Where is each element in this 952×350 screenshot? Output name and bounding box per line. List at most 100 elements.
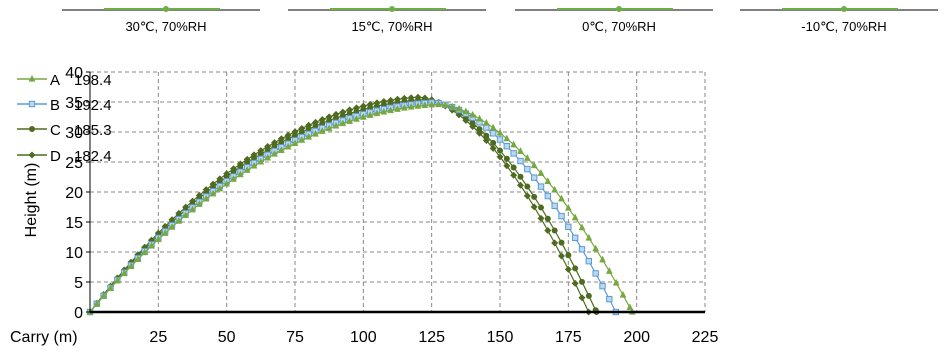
- legend-name-B: B: [50, 97, 60, 114]
- data-point: [551, 202, 558, 210]
- data-point: [359, 112, 367, 120]
- x-tick-label: 75: [286, 329, 304, 346]
- x-tick-label: 150: [487, 329, 514, 346]
- data-point: [373, 109, 381, 117]
- series-line-C: [89, 98, 598, 313]
- data-point: [558, 252, 565, 260]
- data-point: [517, 181, 524, 189]
- data-point: [558, 194, 565, 202]
- data-point: [455, 104, 463, 112]
- data-point: [441, 101, 449, 108]
- data-point: [537, 169, 545, 176]
- data-point: [572, 265, 579, 272]
- data-point: [599, 255, 606, 263]
- x-tick-label: 225: [692, 329, 719, 346]
- data-point: [400, 103, 408, 111]
- data-point: [530, 203, 538, 211]
- data-point: [605, 267, 613, 274]
- legend-marker-A: [28, 74, 36, 82]
- data-point: [202, 194, 210, 202]
- data-point: [325, 124, 333, 132]
- x-tick-label: 50: [218, 329, 236, 346]
- data-point: [339, 112, 346, 119]
- y-tick-label: 35: [65, 95, 83, 112]
- legend-marker-D: [28, 151, 36, 159]
- data-point: [257, 157, 265, 165]
- legend-value-B: 192.4: [74, 97, 112, 114]
- data-point: [592, 244, 600, 252]
- data-point: [236, 170, 244, 178]
- data-point: [483, 132, 490, 139]
- data-point: [503, 143, 511, 150]
- data-point: [312, 129, 319, 137]
- data-point: [223, 179, 231, 187]
- data-point: [107, 284, 114, 291]
- data-point: [503, 155, 510, 162]
- condition-label-2: 0℃, 70%RH: [582, 19, 656, 34]
- data-point: [127, 262, 135, 269]
- data-point: [182, 211, 190, 218]
- data-point: [510, 171, 518, 179]
- legend-value-D: 182.4: [74, 148, 112, 165]
- data-point: [578, 294, 586, 302]
- data-point: [346, 110, 353, 117]
- data-point: [551, 227, 558, 234]
- data-point: [250, 161, 258, 169]
- data-point: [414, 101, 422, 109]
- data-point: [544, 192, 552, 200]
- data-point: [585, 257, 593, 265]
- data-point: [285, 135, 292, 142]
- data-point: [476, 114, 483, 122]
- data-point: [524, 183, 531, 190]
- data-point: [435, 100, 442, 108]
- data-point: [489, 130, 497, 137]
- data-point: [537, 214, 545, 222]
- data-point: [524, 165, 531, 173]
- data-point: [544, 226, 552, 234]
- legend-value-A: 198.4: [74, 72, 112, 89]
- data-point: [353, 108, 360, 115]
- data-point: [195, 200, 203, 207]
- data-point: [523, 192, 531, 200]
- data-point: [448, 102, 456, 110]
- data-point: [333, 115, 339, 122]
- data-point: [517, 157, 524, 165]
- data-point: [544, 177, 552, 185]
- data-point: [483, 124, 490, 131]
- data-point: [353, 114, 360, 122]
- data-point: [175, 216, 183, 224]
- data-point: [482, 118, 490, 126]
- x-tick-label: 125: [418, 329, 445, 346]
- data-point: [332, 121, 340, 129]
- series-group: [86, 93, 636, 316]
- data-point: [510, 164, 517, 171]
- data-point: [565, 252, 572, 259]
- data-point: [489, 123, 497, 131]
- series-A: [86, 100, 636, 315]
- data-point: [271, 149, 278, 157]
- data-point: [579, 278, 585, 285]
- y-tick-label: 30: [65, 125, 83, 142]
- data-point: [578, 246, 586, 253]
- condition-slider-dot: [389, 6, 395, 12]
- data-point: [93, 299, 101, 307]
- condition-label-3: -10℃, 70%RH: [801, 19, 886, 34]
- data-point: [428, 100, 436, 108]
- data-point: [305, 132, 313, 140]
- y-tick-label: 25: [65, 155, 83, 172]
- data-point: [298, 129, 305, 136]
- condition-slider-dot: [841, 6, 847, 12]
- condition-slider-dot: [163, 6, 169, 12]
- data-point: [544, 215, 551, 222]
- data-point: [496, 153, 504, 161]
- y-tick-label: 10: [65, 245, 83, 262]
- data-point: [277, 146, 285, 153]
- data-point: [216, 184, 224, 192]
- data-point: [523, 154, 531, 161]
- data-point: [558, 212, 565, 220]
- data-point: [537, 183, 545, 190]
- legend-marker-B: [28, 100, 36, 108]
- x-tick-label: 25: [149, 329, 167, 346]
- data-point: [100, 291, 108, 299]
- data-point: [510, 140, 518, 148]
